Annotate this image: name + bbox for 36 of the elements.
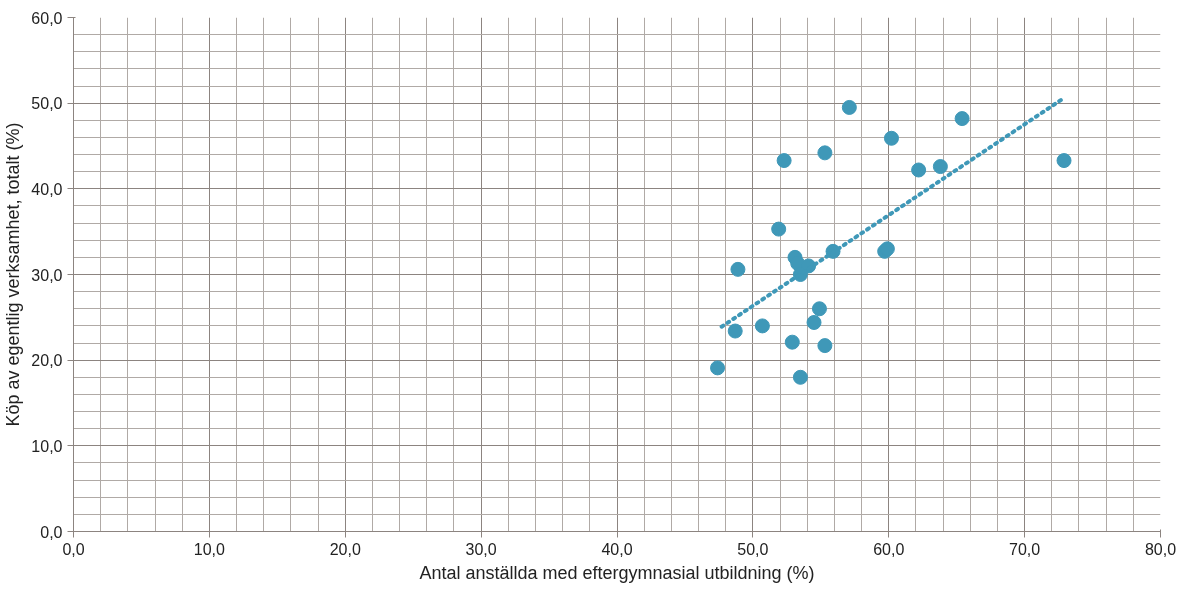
- point: [730, 261, 746, 277]
- y-tick-label: 60,0: [31, 9, 63, 27]
- x-tick-label: 10,0: [193, 540, 226, 558]
- point: [817, 338, 833, 354]
- point: [771, 221, 787, 237]
- y-tick-label: 10,0: [31, 437, 63, 455]
- y-tick-label: 0,0: [40, 523, 63, 541]
- point: [911, 162, 927, 178]
- x-tick-label: 40,0: [601, 540, 633, 558]
- y-tick-label: 50,0: [31, 95, 63, 113]
- y-tick-label: 20,0: [31, 352, 63, 370]
- y-tick-label: 40,0: [31, 180, 63, 198]
- x-tick-label: 60,0: [873, 540, 905, 558]
- x-tick-label: 0,0: [62, 540, 85, 558]
- x-axis-title: Antal anställda med eftergymnasial utbildning (%): [419, 562, 815, 583]
- point: [883, 130, 899, 146]
- x-tick-label: 70,0: [1009, 540, 1041, 558]
- point: [754, 318, 770, 334]
- point: [1056, 153, 1072, 169]
- point: [841, 99, 857, 115]
- y-tick-label: 30,0: [31, 266, 63, 284]
- point: [806, 314, 822, 330]
- point: [784, 334, 800, 350]
- point: [817, 145, 833, 161]
- point: [932, 159, 948, 175]
- x-tick-label: 20,0: [329, 540, 361, 558]
- x-tick-label: 80,0: [1144, 540, 1177, 558]
- point: [954, 111, 970, 127]
- point: [776, 153, 792, 169]
- point: [792, 369, 808, 385]
- x-tick-label: 30,0: [465, 540, 497, 558]
- x-tick-label: 50,0: [737, 540, 769, 558]
- point: [710, 360, 726, 376]
- point: [811, 301, 827, 317]
- y-axis-title: Köp av egentlig verksamhet, totalt (%): [3, 122, 24, 427]
- point: [727, 323, 743, 339]
